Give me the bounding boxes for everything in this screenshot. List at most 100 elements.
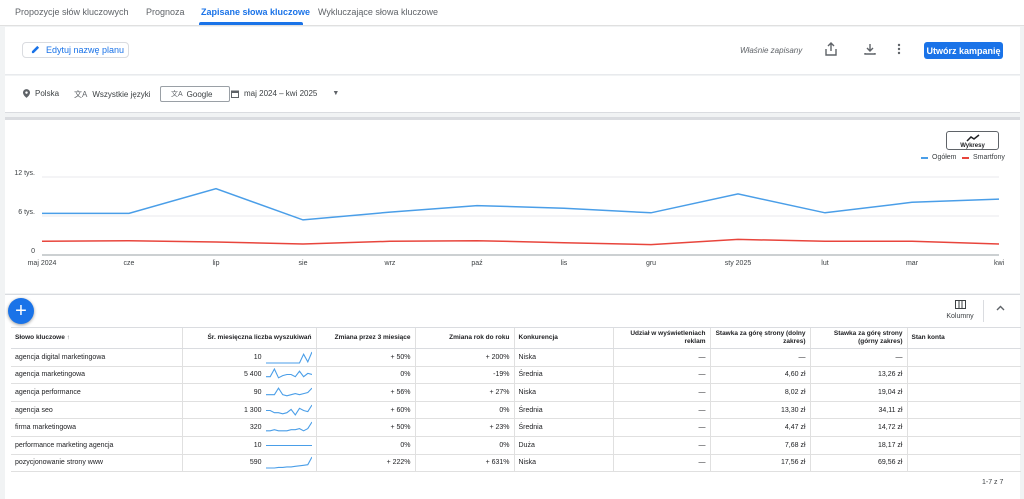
- cell-change-3m: + 50%: [315, 348, 415, 367]
- edit-plan-name-label: Edytuj nazwę planu: [46, 45, 125, 55]
- date-range-filter[interactable]: maj 2024 – kwi 2025 ▼: [231, 89, 339, 98]
- tab-keyword-ideas[interactable]: Propozycje słów kluczowych: [15, 7, 129, 17]
- sparkline-line: [265, 457, 312, 469]
- cell-change-yoy: 0%: [414, 436, 514, 455]
- table-row[interactable]: pozycjonowanie strony www 590 + 222% + 631%…: [11, 454, 1021, 473]
- header-account-status[interactable]: Stan konta: [906, 327, 1021, 349]
- y-tick-label: 12 tys.: [14, 170, 35, 177]
- sparkline-line: [265, 351, 312, 364]
- volume-value: 590: [249, 459, 262, 467]
- header-avg-monthly-searches[interactable]: Śr. miesięczna liczba wyszukiwań: [181, 327, 316, 349]
- columns-label: Kolumny: [946, 313, 974, 320]
- chart-view-label: Wykresy: [960, 143, 985, 149]
- sparkline-line: [265, 387, 312, 397]
- create-campaign-button[interactable]: Utwórz kampanię: [924, 42, 1003, 59]
- cell-competition: Niska: [513, 348, 613, 367]
- search-volume-chart: 0 6 tys. 12 tys. maj 2024 cze lip sie wrz paź lis…: [14, 170, 1004, 267]
- cell-change-yoy: + 27%: [414, 383, 514, 402]
- legend-item-total: Ogółem: [921, 154, 957, 161]
- pagination-label: 1-7 z 7: [982, 479, 1004, 486]
- pencil-icon: [31, 45, 40, 56]
- cell-change-3m: + 60%: [315, 401, 415, 420]
- cell-change-yoy: 0%: [414, 401, 514, 420]
- add-keyword-button[interactable]: +: [8, 298, 34, 324]
- cell-bid-high: 34,11 zł: [809, 401, 907, 420]
- cell-change-3m: + 56%: [315, 383, 415, 402]
- cell-keyword[interactable]: agencja seo: [11, 401, 182, 420]
- cell-volume: 10: [181, 348, 316, 367]
- table-row[interactable]: firma marketingowa 320 + 50% + 23% Średnia —4…: [11, 418, 1021, 437]
- share-icon[interactable]: [824, 41, 838, 57]
- search-network-filter[interactable]: 文A Google: [160, 86, 230, 102]
- trend-chart-icon: [965, 134, 979, 142]
- header-competition[interactable]: Konkurencja: [513, 327, 613, 349]
- cell-bid-low: 7,68 zł: [709, 436, 810, 455]
- cell-competition: Średnia: [513, 401, 613, 420]
- x-tick-label: sie: [299, 260, 308, 267]
- cell-bid-high: 13,26 zł: [809, 366, 907, 385]
- x-tick-label: maj 2024: [28, 260, 57, 267]
- download-icon[interactable]: [863, 41, 877, 57]
- trend-sparkline: [265, 457, 312, 469]
- header-yoy-change[interactable]: Zmiana rok do roku: [414, 327, 514, 349]
- cell-change-yoy: + 23%: [414, 418, 514, 437]
- edit-plan-name-button[interactable]: Edytuj nazwę planu: [22, 42, 129, 58]
- cell-keyword[interactable]: pozycjonowanie strony www: [11, 454, 182, 473]
- cell-bid-high: —: [809, 348, 907, 367]
- cell-impression-share: —: [612, 454, 710, 473]
- header-impression-share[interactable]: Udział w wyświetleniach reklam: [612, 327, 710, 349]
- cell-bid-low: 17,56 zł: [709, 454, 810, 473]
- tab-saved-keywords[interactable]: Zapisane słowa kluczowe: [201, 7, 311, 17]
- cell-keyword[interactable]: performance marketing agencja: [11, 436, 182, 455]
- tab-forecast[interactable]: Prognoza: [146, 7, 185, 17]
- table-row[interactable]: agencja seo 1 300 + 60% 0% Średnia —13,30 zł 3…: [11, 401, 1021, 420]
- columns-button[interactable]: Kolumny: [940, 300, 980, 320]
- cell-keyword[interactable]: firma marketingowa: [11, 418, 182, 437]
- cell-impression-share: —: [612, 401, 710, 420]
- network-icon: 文A: [171, 91, 183, 98]
- cell-change-3m: + 222%: [315, 454, 415, 473]
- legend-swatch-total: [921, 156, 928, 159]
- volume-value: 5 400: [243, 371, 262, 379]
- header-keyword[interactable]: Słowo kluczowe ↑: [11, 327, 182, 349]
- chevron-up-icon[interactable]: [996, 303, 1005, 314]
- cell-keyword[interactable]: agencja digital marketingowa: [11, 348, 182, 367]
- cell-competition: Niska: [513, 383, 613, 402]
- table-row[interactable]: agencja performance 90 + 56% + 27% Niska —8,0…: [11, 383, 1021, 402]
- cell-volume: 10: [181, 436, 316, 455]
- series-line-ogółem: [42, 187, 1000, 221]
- table-row[interactable]: performance marketing agencja 10 0% 0% Duża —…: [11, 436, 1021, 455]
- cell-competition: Duża: [513, 436, 613, 455]
- location-pin-icon: [23, 89, 30, 98]
- cell-impression-share: —: [612, 436, 710, 455]
- language-filter[interactable]: 文A Wszystkie języki: [74, 89, 151, 100]
- cell-status: [906, 366, 1021, 385]
- cell-competition: Niska: [513, 454, 613, 473]
- saved-status: Właśnie zapisany: [740, 46, 803, 55]
- location-filter[interactable]: Polska: [23, 89, 59, 98]
- header-three-month-change[interactable]: Zmiana przez 3 miesiące: [315, 327, 415, 349]
- x-tick-label: paź: [471, 260, 483, 267]
- cell-keyword[interactable]: agencja performance: [11, 383, 182, 402]
- tab-bar: Propozycje słów kluczowych Prognoza Zapi…: [0, 0, 1024, 26]
- cell-keyword[interactable]: agencja marketingowa: [11, 366, 182, 385]
- cell-status: [906, 401, 1021, 420]
- trend-sparkline: [265, 351, 312, 364]
- more-options-icon[interactable]: [892, 41, 906, 57]
- header-bid-low[interactable]: Stawka za górę strony (dolny zakres): [709, 327, 810, 349]
- cell-bid-low: 13,30 zł: [709, 401, 810, 420]
- table-row[interactable]: agencja marketingowa 5 400 0% -19% Średnia —4…: [11, 366, 1021, 385]
- chart-view-button[interactable]: Wykresy: [946, 131, 999, 150]
- location-label: Polska: [35, 89, 60, 98]
- cell-status: [906, 454, 1021, 473]
- sparkline-line: [265, 421, 312, 432]
- tab-negative-keywords[interactable]: Wykluczające słowa kluczowe: [318, 7, 438, 17]
- legend-item-smartphones: Smartfony: [962, 154, 1005, 161]
- keywords-table-panel: + Kolumny Słowo kluczowe ↑ Śr. miesięczn…: [5, 294, 1021, 499]
- x-tick-label: sty 2025: [725, 260, 752, 267]
- table-row[interactable]: agencja digital marketingowa 10 + 50% + 200…: [11, 348, 1021, 367]
- active-tab-indicator: [199, 22, 303, 25]
- volume-value: 10: [253, 353, 262, 361]
- cell-bid-high: 14,72 zł: [809, 418, 907, 437]
- header-bid-high[interactable]: Stawka za górę strony (górny zakres): [809, 327, 907, 349]
